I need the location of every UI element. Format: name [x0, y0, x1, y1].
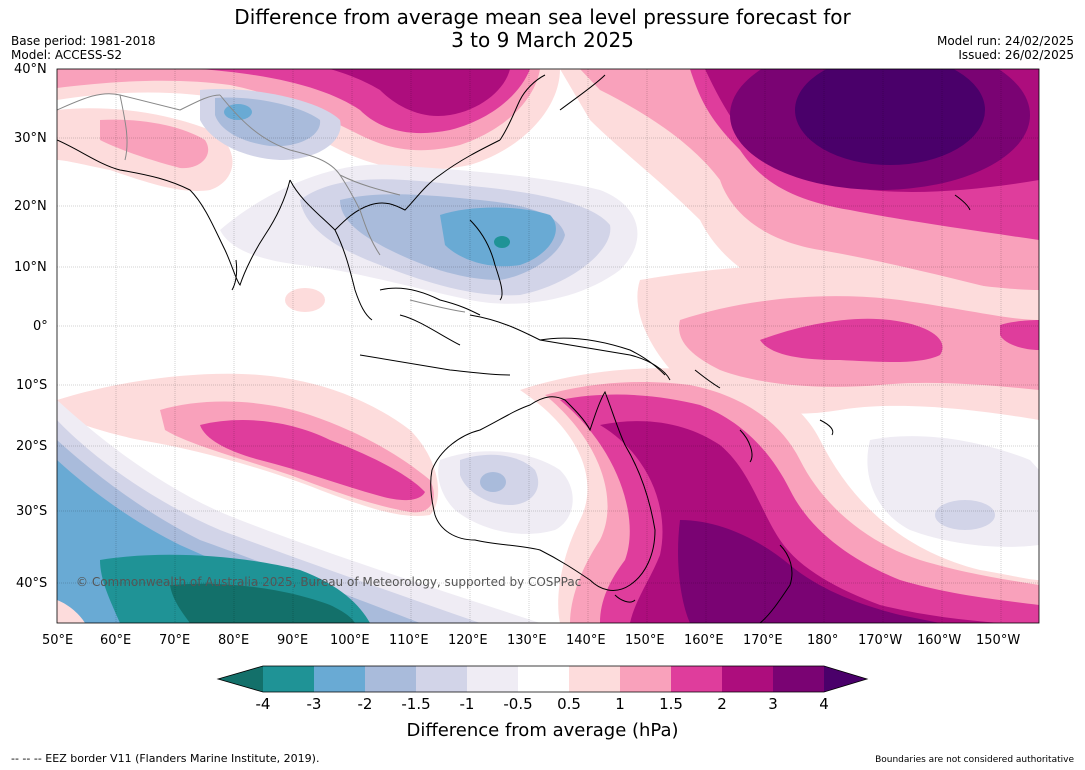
lat-label: 40°S	[16, 576, 48, 591]
colorbar-segment	[263, 666, 314, 692]
lat-label: 0°	[33, 319, 48, 334]
pressure-anomaly-field	[57, 69, 1039, 623]
map-frame	[56, 68, 1040, 624]
lon-label: 110°E	[389, 633, 429, 648]
colorbar-tick-label: -1	[459, 695, 475, 713]
lon-label: 150°W	[976, 633, 1021, 648]
lon-label: 150°E	[625, 633, 665, 648]
copyright-notice: © Commonwealth of Australia 2025, Bureau…	[76, 575, 582, 589]
colorbar-segment	[569, 666, 620, 692]
colorbar-segment	[722, 666, 773, 692]
lon-label: 120°E	[448, 633, 488, 648]
colorbar-segment	[773, 666, 824, 692]
colorbar-tick-label: 0.5	[557, 695, 581, 713]
lon-label: 50°E	[42, 633, 74, 648]
eez-note: -- -- -- EEZ border V11 (Flanders Marine…	[11, 752, 320, 765]
graticule	[57, 69, 1039, 623]
country-borders	[57, 93, 466, 313]
lat-label: 40°N	[14, 62, 47, 77]
issued-date: Issued: 26/02/2025	[958, 48, 1074, 62]
chart-title-line2: 3 to 9 March 2025	[451, 28, 634, 52]
colorbar-tick-label: 1	[615, 695, 625, 713]
lat-label: 30°N	[14, 131, 47, 146]
colorbar-label: Difference from average (hPa)	[406, 720, 679, 741]
colorbar-segment	[365, 666, 416, 692]
colorbar-tick-label: -2	[357, 695, 373, 713]
lon-label: 100°E	[330, 633, 370, 648]
lat-label: 10°N	[14, 260, 47, 275]
chart-title-line1: Difference from average mean sea level p…	[234, 5, 851, 29]
colorbar-tick-label: -4	[255, 695, 271, 713]
boundaries-note: Boundaries are not considered authoritat…	[875, 755, 1074, 765]
colorbar-segment	[467, 666, 518, 692]
colorbar-tick-label: 4	[819, 695, 829, 713]
lon-label: 130°E	[507, 633, 547, 648]
lon-label: 140°E	[566, 633, 606, 648]
lon-label: 160°W	[917, 633, 962, 648]
model-name: Model: ACCESS-S2	[11, 48, 123, 62]
base-period: Base period: 1981-2018	[11, 34, 156, 48]
lat-label: 10°S	[16, 378, 48, 393]
lat-label: 20°N	[14, 199, 47, 214]
lon-label: 80°E	[218, 633, 250, 648]
colorbar-segment	[620, 666, 671, 692]
colorbar-tick-label: -3	[306, 695, 322, 713]
colorbar-segment	[416, 666, 467, 692]
colorbar-tick-label: 3	[768, 695, 778, 713]
lon-label: 70°E	[159, 633, 191, 648]
lon-label: 180°	[807, 633, 839, 648]
lon-label: 160°E	[684, 633, 724, 648]
colorbar-tick-label: -1.5	[401, 695, 431, 713]
colorbar-tick-label: 1.5	[659, 695, 683, 713]
lat-label: 30°S	[16, 504, 48, 519]
lon-label: 60°E	[100, 633, 132, 648]
colorbar-tick-label: -0.5	[503, 695, 533, 713]
lon-label: 170°W	[858, 633, 903, 648]
colorbar-tick-label: 2	[717, 695, 727, 713]
colorbar-segment	[518, 666, 569, 692]
colorbar-segment	[314, 666, 365, 692]
colorbar-segment-gt-4	[824, 666, 867, 692]
model-run: Model run: 24/02/2025	[936, 34, 1074, 48]
lon-label: 90°E	[277, 633, 309, 648]
colorbar-segment	[671, 666, 722, 692]
colorbar	[216, 665, 869, 693]
coastlines	[57, 74, 971, 623]
lat-label: 20°S	[16, 439, 48, 454]
lon-label: 170°E	[743, 633, 783, 648]
colorbar-segment-lt-4	[218, 666, 263, 692]
